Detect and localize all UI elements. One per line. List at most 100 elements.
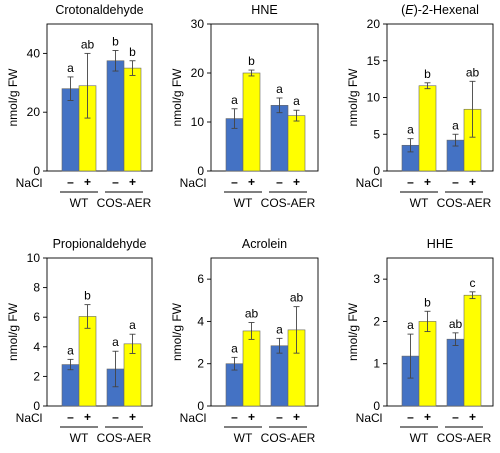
group-label: WT [70,196,89,210]
significance-label: b [84,289,91,303]
treatment-sign: + [424,175,431,189]
significance-label: b [129,45,136,59]
significance-label: a [67,61,74,75]
bar [270,105,289,172]
y-tick-label: 10 [27,251,41,265]
group-label: WT [410,431,429,445]
significance-label: a [231,93,238,107]
y-tick-label: 15 [367,54,381,68]
y-tick-label: 20 [367,17,381,31]
y-axis-label: nmol/g FW [346,68,360,127]
bar [61,364,80,407]
y-axis-label: nmol/g FW [170,68,184,127]
y-tick-label: 0 [373,399,380,413]
y-tick-label: 2 [373,314,380,328]
bar [287,115,306,172]
significance-label: ab [245,306,259,320]
treatment-sign: + [248,175,255,189]
y-tick-label: 0 [33,164,40,178]
bar [418,85,437,172]
treatment-sign: – [112,410,119,424]
significance-label: ab [81,37,95,51]
treatment-sign: – [452,410,459,424]
bar [463,294,482,407]
treatment-sign: – [276,175,283,189]
significance-label: a [407,318,414,332]
significance-label: a [231,341,238,355]
group-label: COS-AER [261,196,316,210]
bar [78,316,97,407]
significance-label: a [276,82,283,96]
y-axis-label: nmol/g FW [6,68,20,127]
y-tick-label: 20 [191,66,205,80]
group-label: COS-AER [437,196,492,210]
y-tick-label: 0 [33,399,40,413]
chart-title: Acrolein [242,237,287,251]
group-label: COS-AER [97,431,152,445]
chart-title: HHE [427,237,453,251]
treatment-label: NaCl [356,176,383,190]
treatment-sign: + [293,410,300,424]
plot-frame [210,257,319,407]
plot-frame [210,23,319,172]
y-tick-label: 6 [197,272,204,286]
bar [242,330,261,407]
y-tick-label: 0 [197,399,204,413]
significance-label: b [424,67,431,81]
significance-label: a [112,335,119,349]
treatment-label: NaCl [16,411,43,425]
treatment-sign: – [276,410,283,424]
group-label: COS-AER [437,431,492,445]
significance-label: b [112,34,119,48]
y-tick-label: 4 [33,340,40,354]
y-tick-label: 2 [33,369,40,383]
y-tick-label: 20 [27,105,41,119]
significance-label: a [276,322,283,336]
plot-frame [386,257,494,407]
group-label: WT [70,431,89,445]
treatment-sign: + [248,410,255,424]
significance-label: a [452,118,459,132]
chart-title: Propionaldehyde [53,237,147,251]
significance-label: b [424,295,431,309]
treatment-sign: – [407,175,414,189]
y-tick-label: 40 [27,46,41,60]
significance-label: a [293,94,300,108]
plot-frame [46,257,153,407]
plot-frame [46,23,153,172]
y-tick-label: 30 [191,17,205,31]
treatment-label: NaCl [16,176,43,190]
y-tick-label: 10 [191,115,205,129]
bar [270,345,289,407]
y-tick-label: 0 [373,164,380,178]
bar [61,88,80,172]
group-label: WT [410,196,429,210]
group-label: WT [234,196,253,210]
bar [418,321,437,407]
significance-label: c [470,276,476,290]
treatment-sign: – [112,175,119,189]
y-tick-label: 0 [197,164,204,178]
bar [446,338,465,407]
bar [242,72,261,172]
significance-label: ab [290,291,304,305]
treatment-sign: + [129,410,136,424]
treatment-sign: + [293,175,300,189]
y-tick-label: 5 [373,127,380,141]
significance-label: ab [449,317,463,331]
treatment-sign: + [469,175,476,189]
treatment-sign: – [231,410,238,424]
group-label: WT [234,431,253,445]
chart-title: HNE [251,3,277,17]
y-axis-label: nmol/g FW [346,302,360,361]
y-tick-label: 3 [373,272,380,286]
significance-label: b [248,54,255,68]
treatment-sign: – [67,175,74,189]
treatment-sign: – [452,175,459,189]
y-tick-label: 2 [197,357,204,371]
